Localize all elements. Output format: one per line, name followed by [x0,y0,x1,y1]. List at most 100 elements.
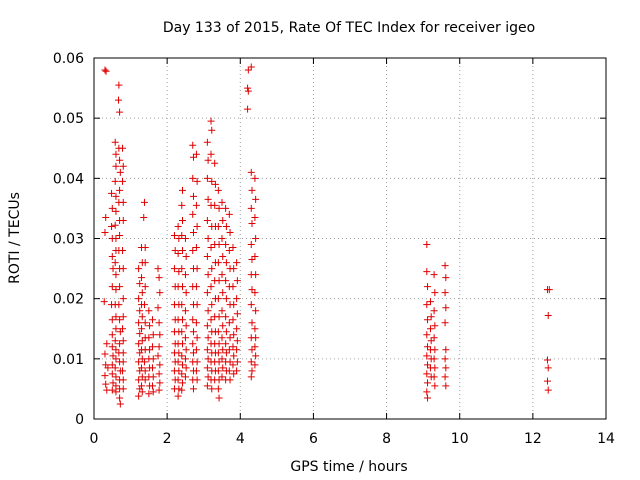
roti-point [427,313,435,321]
roti-point [426,325,434,333]
roti-point [252,195,260,203]
roti-point [225,210,233,218]
roti-point [155,386,163,394]
roti-point [119,198,127,206]
roti-point [111,221,119,229]
y-tick-label: 0.04 [53,171,84,187]
x-tick-label: 6 [309,431,318,447]
roti-point [101,66,109,74]
roti-point [116,231,124,239]
roti-point [431,346,439,354]
roti-point [431,322,439,330]
roti-point [248,367,256,375]
roti-point [219,346,227,354]
roti-point [170,265,178,273]
x-tick-label: 14 [597,431,615,447]
roti-point [214,328,222,336]
roti-point [138,274,146,282]
roti-point [233,358,241,366]
y-tick-label: 0.05 [53,111,84,127]
roti-point [248,256,256,264]
roti-point [145,334,153,342]
roti-point [431,364,439,372]
roti-point [179,316,187,324]
roti-point [138,313,146,321]
roti-point [423,352,431,360]
roti-point [111,138,119,146]
roti-point [423,331,431,339]
roti-point [116,394,124,402]
roti-point [189,228,197,236]
roti-point [218,307,226,315]
roti-point [193,376,201,384]
x-tick-label: 4 [236,431,245,447]
roti-point [215,313,223,321]
roti-point [207,150,215,158]
roti-point [222,340,230,348]
roti-point [193,301,201,309]
roti-point [204,373,212,381]
roti-point [248,219,256,227]
roti-point [203,138,211,146]
roti-point [189,141,197,149]
roti-point [108,343,116,351]
roti-point [424,316,432,324]
roti-point [203,346,211,354]
roti-point [135,319,143,327]
roti-point [192,244,200,252]
y-tick-label: 0.06 [53,51,84,67]
roti-point [189,385,197,393]
roti-point [225,346,233,354]
roti-point [112,388,120,396]
roti-point [233,310,241,318]
roti-point [244,87,252,95]
roti-point [225,247,233,255]
roti-point [175,385,183,393]
data-points [100,63,553,408]
roti-point [119,367,127,375]
roti-point [252,334,260,342]
roti-point [189,328,197,336]
roti-point [247,168,255,176]
roti-point [155,274,163,282]
roti-point [252,352,260,360]
roti-point [203,174,211,182]
roti-point [138,388,146,396]
roti-point [424,343,432,351]
roti-point [193,222,201,230]
roti-point [119,177,127,185]
roti-point [112,235,120,242]
roti-point [119,358,127,366]
roti-point [108,331,116,339]
roti-point [219,253,227,261]
roti-point [248,319,256,327]
roti-point [251,213,259,221]
roti-point [222,204,230,212]
roti-point [222,313,230,321]
roti-point [103,340,111,348]
roti-point [116,156,124,164]
roti-point [207,283,215,291]
roti-point [102,213,110,221]
roti-point [248,346,256,354]
x-tick-label: 2 [163,431,172,447]
roti-point [248,186,256,194]
roti-point [192,319,200,327]
roti-point [229,283,237,291]
roti-point [214,349,222,357]
roti-point [226,376,234,384]
roti-point [247,358,255,366]
roti-point [149,382,157,390]
roti-point [222,277,230,285]
roti-point [218,235,226,242]
roti-point [141,319,149,327]
roti-point [178,328,186,336]
roti-point [181,334,189,342]
roti-point [189,349,197,357]
roti-point [136,307,144,315]
roti-point [179,379,187,387]
roti-point [222,241,230,249]
roti-point [112,150,120,158]
roti-point [229,244,237,252]
roti-point [442,274,450,282]
